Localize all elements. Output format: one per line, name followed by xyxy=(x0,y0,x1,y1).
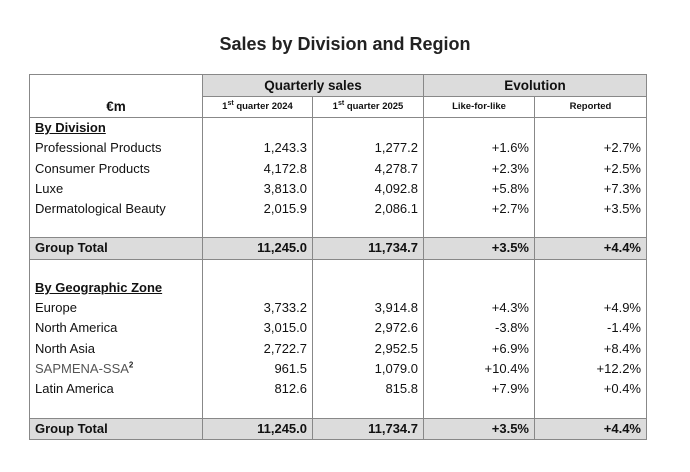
cell-like-for-like: +2.3% xyxy=(423,158,535,179)
table-row: Latin America 812.6 815.8 +7.9% +0.4% xyxy=(29,379,647,400)
section-division-title: By Division xyxy=(29,117,203,139)
cell-q1-2024: 11,245.0 xyxy=(202,417,313,440)
row-label: Group Total xyxy=(29,417,203,440)
cell-q1-2025: 2,952.5 xyxy=(312,338,424,359)
cell-reported: +4.4% xyxy=(534,417,647,440)
cell-q1-2024: 812.6 xyxy=(202,379,313,400)
cell-reported: +7.3% xyxy=(534,178,647,200)
cell-like-for-like: +3.5% xyxy=(423,417,535,440)
cell-q1-2025: 815.8 xyxy=(312,379,424,400)
header-currency: €m xyxy=(29,96,203,118)
row-label: Luxe xyxy=(29,178,203,200)
cell-like-for-like: +6.9% xyxy=(423,338,535,359)
row-label: Professional Products xyxy=(29,138,203,159)
cell-q1-2025: 11,734.7 xyxy=(312,417,424,440)
cell-q1-2024: 961.5 xyxy=(202,358,313,380)
cell-q1-2025: 4,092.8 xyxy=(312,178,424,200)
cell-reported: +12.2% xyxy=(534,358,647,380)
cell-like-for-like: +4.3% xyxy=(423,298,535,319)
cell-q1-2025: 1,277.2 xyxy=(312,138,424,159)
cell-q1-2024: 2,015.9 xyxy=(202,199,313,220)
section-geo-title: By Geographic Zone xyxy=(29,277,203,299)
header-row-groups: Quarterly sales Evolution xyxy=(29,74,647,97)
row-label: Consumer Products xyxy=(29,158,203,179)
header-quarterly-sales: Quarterly sales xyxy=(202,74,424,97)
cell-q1-2025: 2,972.6 xyxy=(312,318,424,339)
table-row: Dermatological Beauty 2,015.9 2,086.1 +2… xyxy=(29,199,647,220)
cell-like-for-like: +10.4% xyxy=(423,358,535,380)
cell-like-for-like: +7.9% xyxy=(423,379,535,400)
header-q1-2025: 1st quarter 2025 xyxy=(312,96,424,118)
cell-q1-2025: 4,278.7 xyxy=(312,158,424,179)
cell-q1-2024: 3,813.0 xyxy=(202,178,313,200)
header-empty-cell xyxy=(29,74,203,97)
cell-q1-2024: 1,243.3 xyxy=(202,138,313,159)
cell-q1-2024: 3,733.2 xyxy=(202,298,313,319)
table-row: North Asia 2,722.7 2,952.5 +6.9% +8.4% xyxy=(29,338,647,359)
row-label: SAPMENA-SSA2 xyxy=(29,358,203,380)
cell-q1-2024: 4,172.8 xyxy=(202,158,313,179)
cell-reported: +4.4% xyxy=(534,237,647,260)
table-row: SAPMENA-SSA2 961.5 1,079.0 +10.4% +12.2% xyxy=(29,358,647,380)
cell-q1-2024: 3,015.0 xyxy=(202,318,313,339)
cell-like-for-like: -3.8% xyxy=(423,318,535,339)
header-reported: Reported xyxy=(534,96,647,118)
cell-reported: -1.4% xyxy=(534,318,647,339)
header-like-for-like: Like-for-like xyxy=(423,96,535,118)
table-row: Europe 3,733.2 3,914.8 +4.3% +4.9% xyxy=(29,298,647,319)
spacer-row xyxy=(29,219,647,238)
cell-q1-2025: 11,734.7 xyxy=(312,237,424,260)
cell-reported: +2.7% xyxy=(534,138,647,159)
geo-total-row: Group Total 11,245.0 11,734.7 +3.5% +4.4… xyxy=(29,417,647,440)
table-row: Professional Products 1,243.3 1,277.2 +1… xyxy=(29,138,647,159)
section-division-row: By Division xyxy=(29,117,647,139)
table-row: Luxe 3,813.0 4,092.8 +5.8% +7.3% xyxy=(29,178,647,200)
table-row: Consumer Products 4,172.8 4,278.7 +2.3% … xyxy=(29,158,647,179)
section-geo-row: By Geographic Zone xyxy=(29,277,647,299)
row-label: Europe xyxy=(29,298,203,319)
cell-q1-2024: 11,245.0 xyxy=(202,237,313,260)
division-total-row: Group Total 11,245.0 11,734.7 +3.5% +4.4… xyxy=(29,237,647,260)
cell-reported: +8.4% xyxy=(534,338,647,359)
cell-reported: +0.4% xyxy=(534,379,647,400)
spacer-row xyxy=(29,259,647,278)
cell-like-for-like: +1.6% xyxy=(423,138,535,159)
cell-like-for-like: +3.5% xyxy=(423,237,535,260)
cell-reported: +4.9% xyxy=(534,298,647,319)
sales-table: Quarterly sales Evolution €m 1st quarter… xyxy=(29,74,647,440)
header-evolution: Evolution xyxy=(423,74,647,97)
footnote-marker: 2 xyxy=(128,360,134,370)
cell-q1-2025: 1,079.0 xyxy=(312,358,424,380)
cell-like-for-like: +5.8% xyxy=(423,178,535,200)
row-label: Group Total xyxy=(29,237,203,260)
row-label: Latin America xyxy=(29,379,203,400)
header-row-columns: €m 1st quarter 2024 1st quarter 2025 Lik… xyxy=(29,96,647,118)
cell-reported: +3.5% xyxy=(534,199,647,220)
cell-like-for-like: +2.7% xyxy=(423,199,535,220)
spacer-row xyxy=(29,399,647,419)
row-label: Dermatological Beauty xyxy=(29,199,203,220)
cell-q1-2025: 3,914.8 xyxy=(312,298,424,319)
cell-q1-2024: 2,722.7 xyxy=(202,338,313,359)
row-label: North Asia xyxy=(29,338,203,359)
row-label: North America xyxy=(29,318,203,339)
table-row: North America 3,015.0 2,972.6 -3.8% -1.4… xyxy=(29,318,647,339)
header-q1-2024: 1st quarter 2024 xyxy=(202,96,313,118)
cell-reported: +2.5% xyxy=(534,158,647,179)
page-title: Sales by Division and Region xyxy=(219,34,471,54)
cell-q1-2025: 2,086.1 xyxy=(312,199,424,220)
